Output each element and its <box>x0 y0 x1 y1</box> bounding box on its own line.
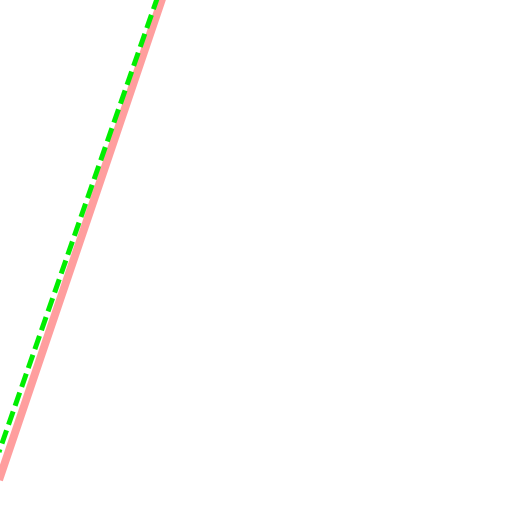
green-dashed-line <box>0 0 160 453</box>
pink-line <box>0 0 166 482</box>
